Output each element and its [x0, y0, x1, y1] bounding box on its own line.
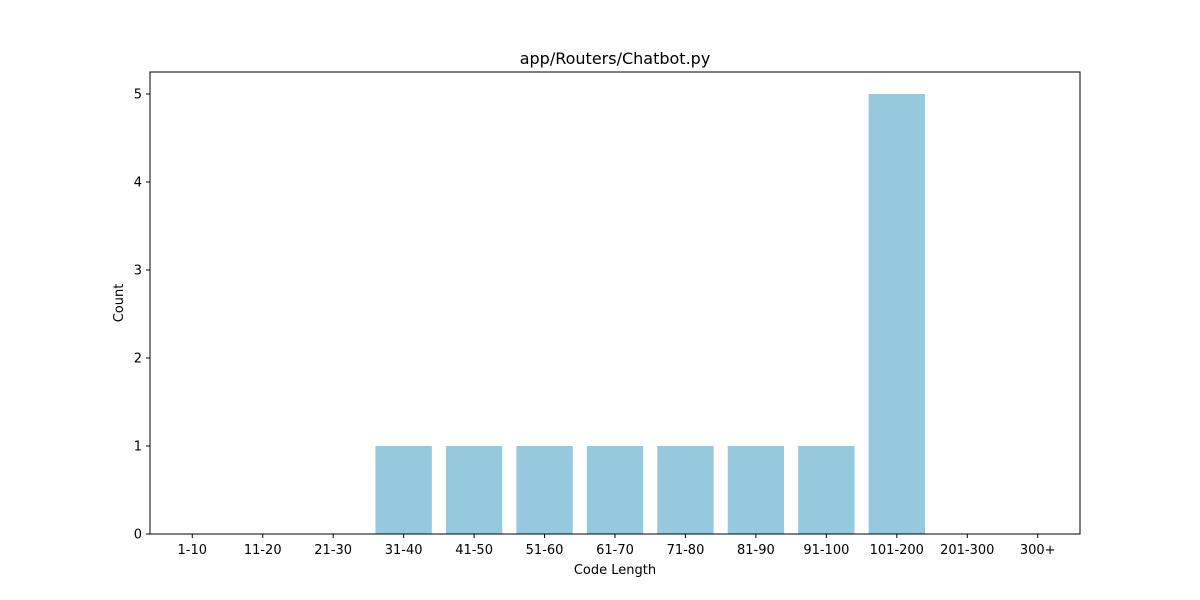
- x-tick-label: 71-80: [667, 543, 705, 558]
- x-tick-label: 41-50: [455, 543, 493, 558]
- y-axis-label: Count: [112, 284, 127, 323]
- bar-71-80: [657, 446, 714, 534]
- x-tick-label: 101-200: [870, 543, 924, 558]
- x-tick-label: 31-40: [385, 543, 423, 558]
- y-tick-label: 2: [134, 352, 142, 367]
- bar-51-60: [516, 446, 573, 534]
- bar-31-40: [375, 446, 432, 534]
- x-axis-label: Code Length: [574, 563, 656, 578]
- bar-61-70: [586, 446, 644, 534]
- bar-101-200: [868, 94, 925, 534]
- x-tick-label: 11-20: [244, 543, 282, 558]
- x-tick-label: 51-60: [526, 543, 564, 558]
- plot-frame: [149, 71, 1081, 535]
- x-tick-label: 201-300: [940, 543, 994, 558]
- x-tick-label: 21-30: [314, 543, 352, 558]
- y-tick-label: 4: [134, 176, 142, 191]
- x-tick-label: 1-10: [178, 543, 208, 558]
- bar-41-50: [445, 446, 503, 534]
- bar-81-90: [727, 446, 785, 534]
- y-tick-label: 5: [134, 88, 142, 103]
- chart-title: app/Routers/Chatbot.py: [520, 49, 711, 68]
- y-tick-label: 1: [134, 440, 142, 455]
- x-tick-label: 61-70: [596, 543, 634, 558]
- x-ticks: 1-10 11-20 21-30 31-40 41-50 51-60 61-70 71-80 8…: [178, 534, 1056, 558]
- y-tick-label: 0: [134, 528, 142, 543]
- x-tick-label: 91-100: [803, 543, 849, 558]
- bar-91-100: [798, 446, 855, 534]
- y-tick-label: 3: [134, 264, 142, 279]
- bars-layer: [375, 94, 925, 534]
- x-tick-label: 81-90: [737, 543, 775, 558]
- x-tick-label: 300+: [1020, 543, 1056, 558]
- y-ticks: 0 1 2 3 4 5: [134, 88, 150, 543]
